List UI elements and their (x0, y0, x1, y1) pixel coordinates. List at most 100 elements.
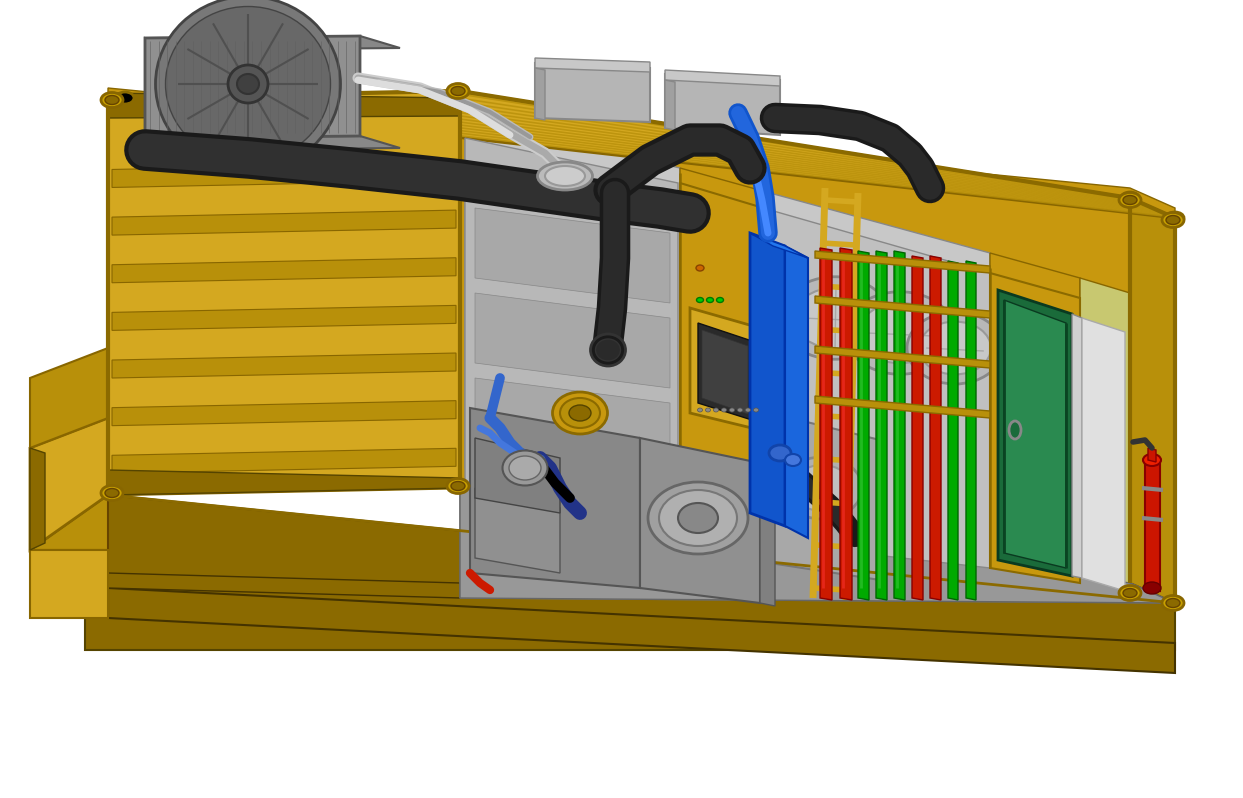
Polygon shape (108, 91, 1175, 218)
Polygon shape (699, 323, 752, 420)
Polygon shape (534, 58, 650, 72)
Polygon shape (894, 251, 905, 600)
Ellipse shape (1166, 215, 1180, 224)
Ellipse shape (721, 408, 726, 412)
Polygon shape (989, 253, 1080, 578)
Polygon shape (840, 248, 851, 600)
Polygon shape (460, 488, 1175, 603)
Polygon shape (30, 550, 108, 618)
Ellipse shape (237, 74, 259, 94)
Polygon shape (815, 346, 989, 368)
Ellipse shape (1166, 598, 1180, 607)
Polygon shape (1149, 448, 1156, 462)
Polygon shape (475, 378, 670, 473)
Polygon shape (1071, 314, 1081, 578)
Polygon shape (820, 248, 832, 600)
Polygon shape (108, 88, 1175, 218)
Polygon shape (640, 438, 759, 603)
Polygon shape (534, 68, 544, 120)
Polygon shape (1004, 300, 1066, 568)
Ellipse shape (677, 503, 718, 533)
Ellipse shape (537, 162, 593, 190)
Polygon shape (989, 273, 1080, 583)
Ellipse shape (786, 454, 800, 466)
Polygon shape (759, 463, 774, 606)
Polygon shape (112, 306, 456, 330)
Ellipse shape (447, 84, 469, 98)
Polygon shape (475, 438, 561, 513)
Polygon shape (690, 308, 759, 430)
Polygon shape (966, 261, 976, 600)
Polygon shape (30, 418, 108, 550)
Ellipse shape (451, 85, 469, 97)
Polygon shape (930, 256, 941, 600)
Polygon shape (769, 193, 989, 558)
Ellipse shape (569, 405, 590, 421)
Ellipse shape (227, 65, 268, 103)
Ellipse shape (544, 166, 585, 186)
Ellipse shape (116, 92, 134, 104)
Polygon shape (750, 233, 786, 526)
Ellipse shape (753, 408, 758, 412)
Polygon shape (702, 330, 748, 414)
Polygon shape (815, 396, 989, 418)
Polygon shape (786, 246, 808, 538)
Polygon shape (112, 163, 456, 188)
Polygon shape (680, 183, 769, 543)
Polygon shape (85, 495, 1175, 650)
Polygon shape (460, 91, 1130, 583)
Polygon shape (534, 63, 650, 122)
Polygon shape (769, 210, 989, 568)
Ellipse shape (706, 298, 713, 302)
Ellipse shape (165, 6, 331, 161)
Polygon shape (665, 74, 781, 135)
Ellipse shape (845, 292, 955, 374)
Polygon shape (948, 261, 958, 600)
Ellipse shape (696, 265, 704, 271)
Ellipse shape (1144, 582, 1161, 594)
Ellipse shape (552, 392, 608, 434)
Polygon shape (475, 293, 670, 388)
Ellipse shape (595, 339, 620, 361)
Ellipse shape (713, 408, 718, 412)
Ellipse shape (447, 479, 469, 493)
Polygon shape (998, 290, 1071, 576)
Polygon shape (112, 448, 456, 473)
Ellipse shape (1162, 212, 1185, 227)
Polygon shape (750, 233, 808, 258)
Ellipse shape (451, 86, 465, 96)
Polygon shape (145, 38, 185, 150)
Ellipse shape (737, 408, 742, 412)
Ellipse shape (792, 465, 851, 511)
Ellipse shape (697, 408, 702, 412)
Ellipse shape (1122, 588, 1137, 598)
Polygon shape (108, 470, 460, 495)
Polygon shape (465, 118, 680, 503)
Polygon shape (112, 353, 456, 378)
Polygon shape (145, 36, 400, 50)
Polygon shape (769, 413, 880, 580)
Ellipse shape (561, 398, 600, 428)
Ellipse shape (730, 408, 735, 412)
Polygon shape (108, 93, 460, 118)
Ellipse shape (590, 334, 625, 366)
Ellipse shape (1162, 595, 1185, 610)
Ellipse shape (781, 277, 890, 359)
Polygon shape (665, 70, 781, 86)
Ellipse shape (104, 488, 119, 497)
Polygon shape (475, 208, 670, 303)
Ellipse shape (746, 408, 751, 412)
Polygon shape (112, 258, 456, 282)
Polygon shape (112, 210, 456, 235)
Polygon shape (680, 168, 769, 518)
Ellipse shape (782, 457, 861, 519)
Polygon shape (465, 138, 677, 513)
Ellipse shape (104, 96, 119, 105)
Ellipse shape (101, 485, 123, 500)
Polygon shape (460, 488, 1175, 603)
Ellipse shape (502, 451, 547, 485)
Ellipse shape (648, 482, 748, 554)
Polygon shape (108, 573, 460, 598)
Polygon shape (876, 251, 888, 600)
Polygon shape (1130, 198, 1175, 603)
